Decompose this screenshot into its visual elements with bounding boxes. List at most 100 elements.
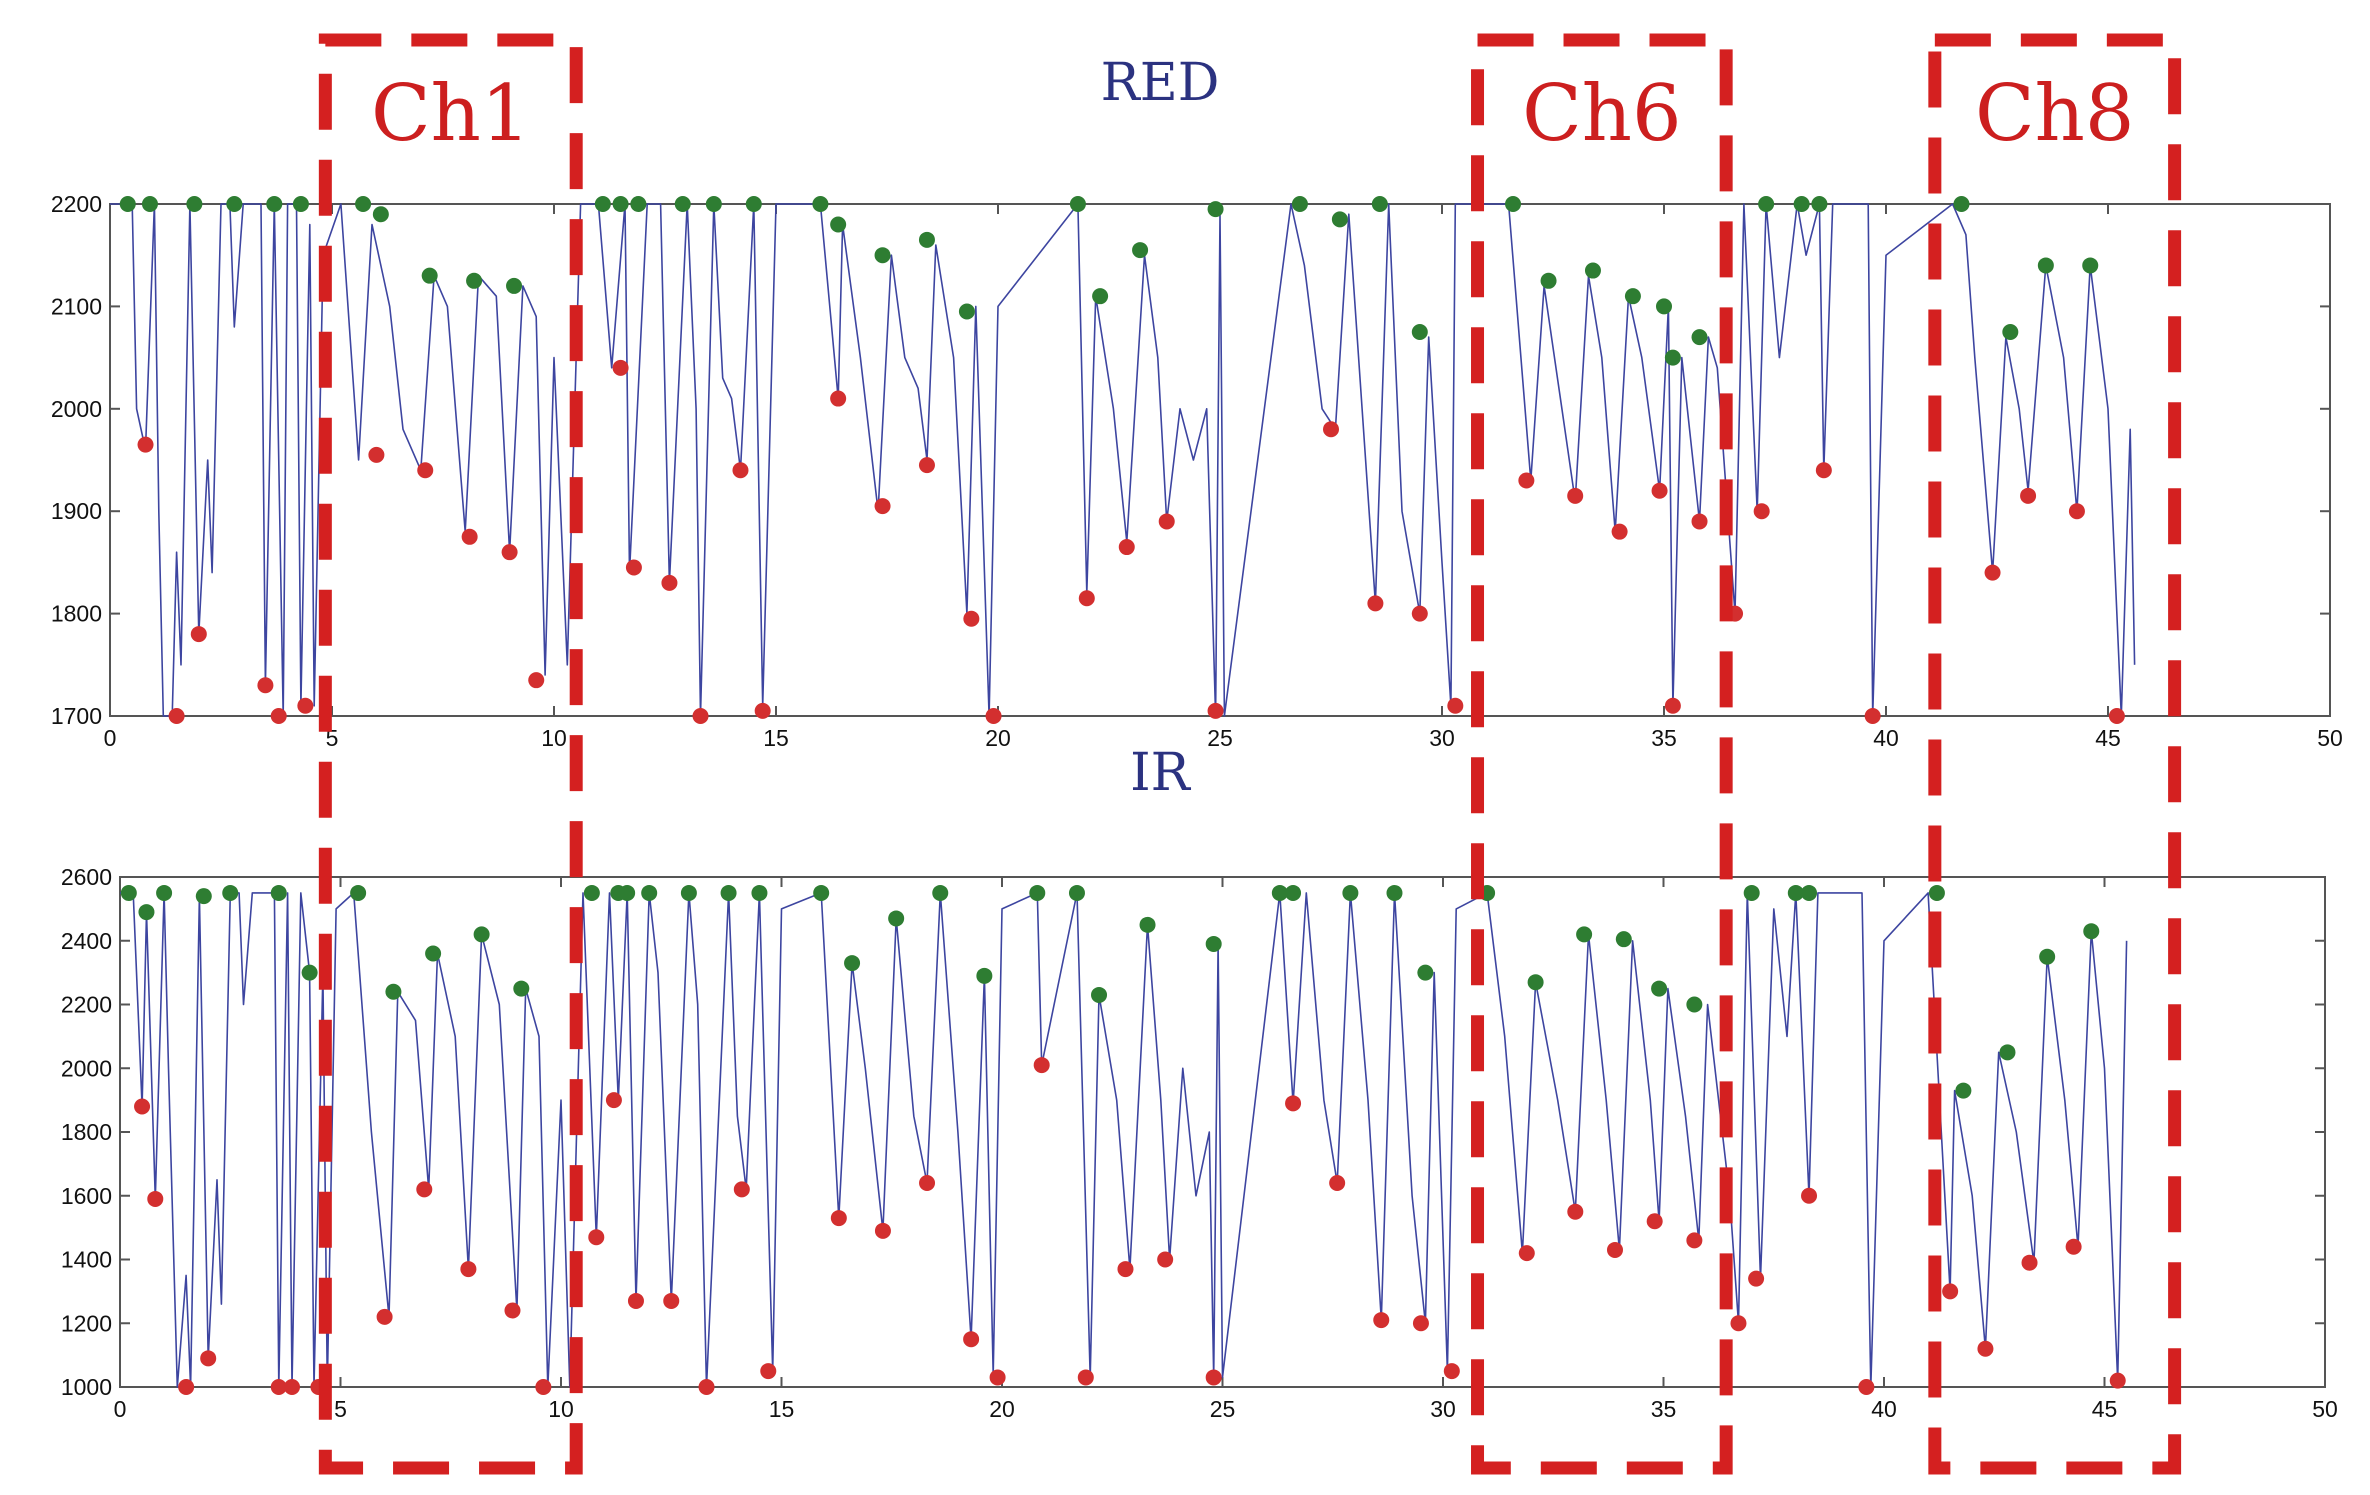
red-x-tick-label: 40 xyxy=(1873,725,1899,751)
red-x-tick-label: 0 xyxy=(104,725,117,751)
ir-valley-marker xyxy=(1730,1315,1747,1332)
red-valley-marker xyxy=(661,574,678,591)
red-valley-marker xyxy=(1984,564,2001,581)
ir-peak-marker xyxy=(1386,884,1403,901)
ir-valley-marker xyxy=(874,1222,891,1239)
red-peak-marker xyxy=(1811,196,1828,212)
red-valley-marker xyxy=(1118,539,1135,556)
ir-peak-marker xyxy=(1928,884,1945,901)
ir-x-tick-label: 10 xyxy=(548,1396,574,1422)
red-peak-marker xyxy=(292,196,309,212)
ir-valley-marker xyxy=(1518,1245,1535,1262)
red-valley-marker xyxy=(1323,421,1339,438)
red-valley-marker xyxy=(612,359,629,376)
red-x-tick-label: 15 xyxy=(763,725,789,751)
ir-peak-marker xyxy=(1615,931,1632,948)
red-y-tick-label: 1900 xyxy=(51,498,102,524)
red-valley-marker xyxy=(1691,513,1708,530)
red-peak-marker xyxy=(2082,257,2099,274)
ir-peak-marker xyxy=(1068,884,1085,901)
ir-valley-marker xyxy=(605,1092,622,1109)
red-peak-marker xyxy=(745,196,762,212)
ir-valley-marker xyxy=(200,1350,217,1367)
ir-y-tick-label: 2600 xyxy=(61,864,112,890)
ir-peak-marker xyxy=(2083,923,2100,940)
ir-peak-marker xyxy=(1955,1082,1972,1099)
ir-valley-marker xyxy=(1117,1261,1134,1278)
ir-valley-marker xyxy=(733,1181,750,1198)
red-valley-marker xyxy=(1207,702,1224,719)
red-x-tick-label: 50 xyxy=(2317,725,2343,751)
red-peak-marker xyxy=(2037,257,2054,274)
ir-valley-marker xyxy=(535,1379,552,1395)
red-valley-marker xyxy=(190,626,207,643)
ir-valley-marker xyxy=(2021,1254,2038,1271)
red-peak-marker xyxy=(1624,288,1641,305)
red-valley-marker xyxy=(528,672,545,689)
red-valley-marker xyxy=(1518,472,1535,489)
red-valley-marker xyxy=(1078,590,1095,607)
red-peak-marker xyxy=(594,196,611,212)
ir-valley-marker xyxy=(588,1229,605,1246)
red-peak-marker xyxy=(119,196,136,212)
ir-valley-marker xyxy=(1977,1340,1994,1357)
ir-peak-marker xyxy=(680,884,697,901)
ir-peak-marker xyxy=(1686,996,1703,1013)
ir-y-tick-label: 1600 xyxy=(61,1183,112,1209)
red-peak-marker xyxy=(1758,196,1775,212)
ir-peak-marker xyxy=(425,945,442,962)
red-y-tick-label: 1700 xyxy=(51,703,102,729)
ir-valley-marker xyxy=(1157,1251,1174,1268)
red-valley-marker xyxy=(1864,708,1881,724)
ir-peak-marker xyxy=(1787,884,1804,901)
ir-valley-marker xyxy=(1858,1379,1875,1395)
red-peak-marker xyxy=(1540,272,1557,289)
ir-peak-marker xyxy=(844,955,861,972)
red-peak-marker xyxy=(1656,298,1672,315)
ir-valley-marker xyxy=(1285,1095,1302,1112)
ir-y-tick-label: 2200 xyxy=(61,992,112,1018)
ir-valley-marker xyxy=(1373,1312,1390,1329)
ir-peak-marker xyxy=(583,884,600,901)
ir-x-tick-label: 50 xyxy=(2312,1396,2338,1422)
channel-annotations: Ch1 Ch6 Ch8 xyxy=(318,33,2182,1475)
ir-peak-marker xyxy=(641,884,658,901)
red-valley-marker xyxy=(732,462,749,479)
red-valley-marker xyxy=(2068,503,2085,520)
ir-valley-marker xyxy=(134,1098,151,1115)
ir-x-tick-label: 0 xyxy=(114,1396,127,1422)
ir-valley-marker xyxy=(1329,1175,1346,1191)
ir-valley-marker xyxy=(376,1308,393,1325)
red-valley-marker xyxy=(1367,595,1384,612)
ir-valley-marker xyxy=(989,1369,1006,1386)
ir-y-tick-label: 2000 xyxy=(61,1055,112,1081)
ir-valley-marker xyxy=(283,1379,300,1395)
red-x-tick-label: 30 xyxy=(1429,725,1455,751)
ir-peak-marker xyxy=(1527,974,1544,991)
ch1-dashed-box xyxy=(318,33,583,1475)
red-peak-marker xyxy=(630,196,647,212)
red-valley-marker xyxy=(2020,487,2037,504)
ir-valley-marker xyxy=(1801,1187,1818,1204)
red-valley-marker xyxy=(1158,513,1175,530)
red-peak-marker xyxy=(1371,196,1388,212)
ch1-label: Ch1 xyxy=(371,69,531,159)
red-peak-marker xyxy=(141,196,158,212)
ir-peak-marker xyxy=(1743,884,1760,901)
ir-peak-marker xyxy=(473,926,490,943)
red-valley-marker xyxy=(501,544,518,561)
red-peak-marker xyxy=(674,196,691,212)
red-y-tick-label: 2100 xyxy=(51,293,102,319)
red-peak-marker xyxy=(1505,196,1522,212)
ir-x-tick-label: 15 xyxy=(769,1396,795,1422)
red-peak-marker xyxy=(1331,211,1348,228)
red-peak-marker xyxy=(1132,242,1149,259)
red-valley-marker xyxy=(1411,605,1428,622)
ir-peak-marker xyxy=(976,967,993,984)
red-valley-marker xyxy=(692,708,709,724)
red-y-tick-label: 2000 xyxy=(51,396,102,422)
ir-valley-marker xyxy=(1686,1232,1703,1249)
red-valley-marker xyxy=(1611,523,1628,540)
red-peak-marker xyxy=(1291,196,1308,212)
